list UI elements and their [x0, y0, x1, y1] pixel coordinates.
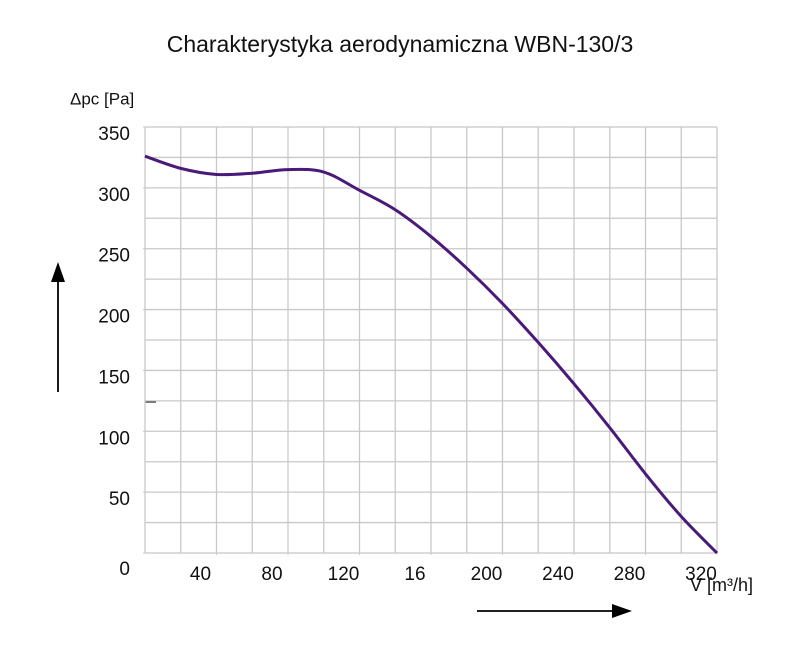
- y-arrow: [51, 262, 65, 392]
- x-tick-label: 120: [328, 564, 360, 585]
- grid: [144, 126, 718, 554]
- chart-title: Charakterystyka aerodynamiczna WBN-130/3: [167, 31, 634, 57]
- y-tick-label: 300: [98, 185, 130, 206]
- x-tick-label: 320: [685, 564, 717, 585]
- y-tick-label: 250: [98, 246, 130, 267]
- y-tick-label: 0: [119, 559, 130, 580]
- y-axis-label: Δpc [Pa]: [70, 89, 134, 108]
- y-tick-label: 350: [98, 124, 130, 145]
- series-line: [144, 154, 719, 555]
- x-tick-label: 240: [542, 564, 574, 585]
- x-tick-label: 80: [261, 564, 282, 585]
- x-tick-label: 200: [471, 564, 503, 585]
- x-tick-label: 16: [404, 564, 425, 585]
- x-tick-label: 280: [614, 564, 646, 585]
- x-arrow: [477, 604, 632, 618]
- y-tick-label: 200: [98, 307, 130, 328]
- y-tick-label: 150: [98, 367, 130, 388]
- x-axis-label: V [m³/h]: [690, 575, 753, 595]
- y-tick-label: 100: [98, 428, 130, 449]
- y-tick-label: 50: [109, 489, 130, 510]
- x-tick-label: 40: [190, 564, 211, 585]
